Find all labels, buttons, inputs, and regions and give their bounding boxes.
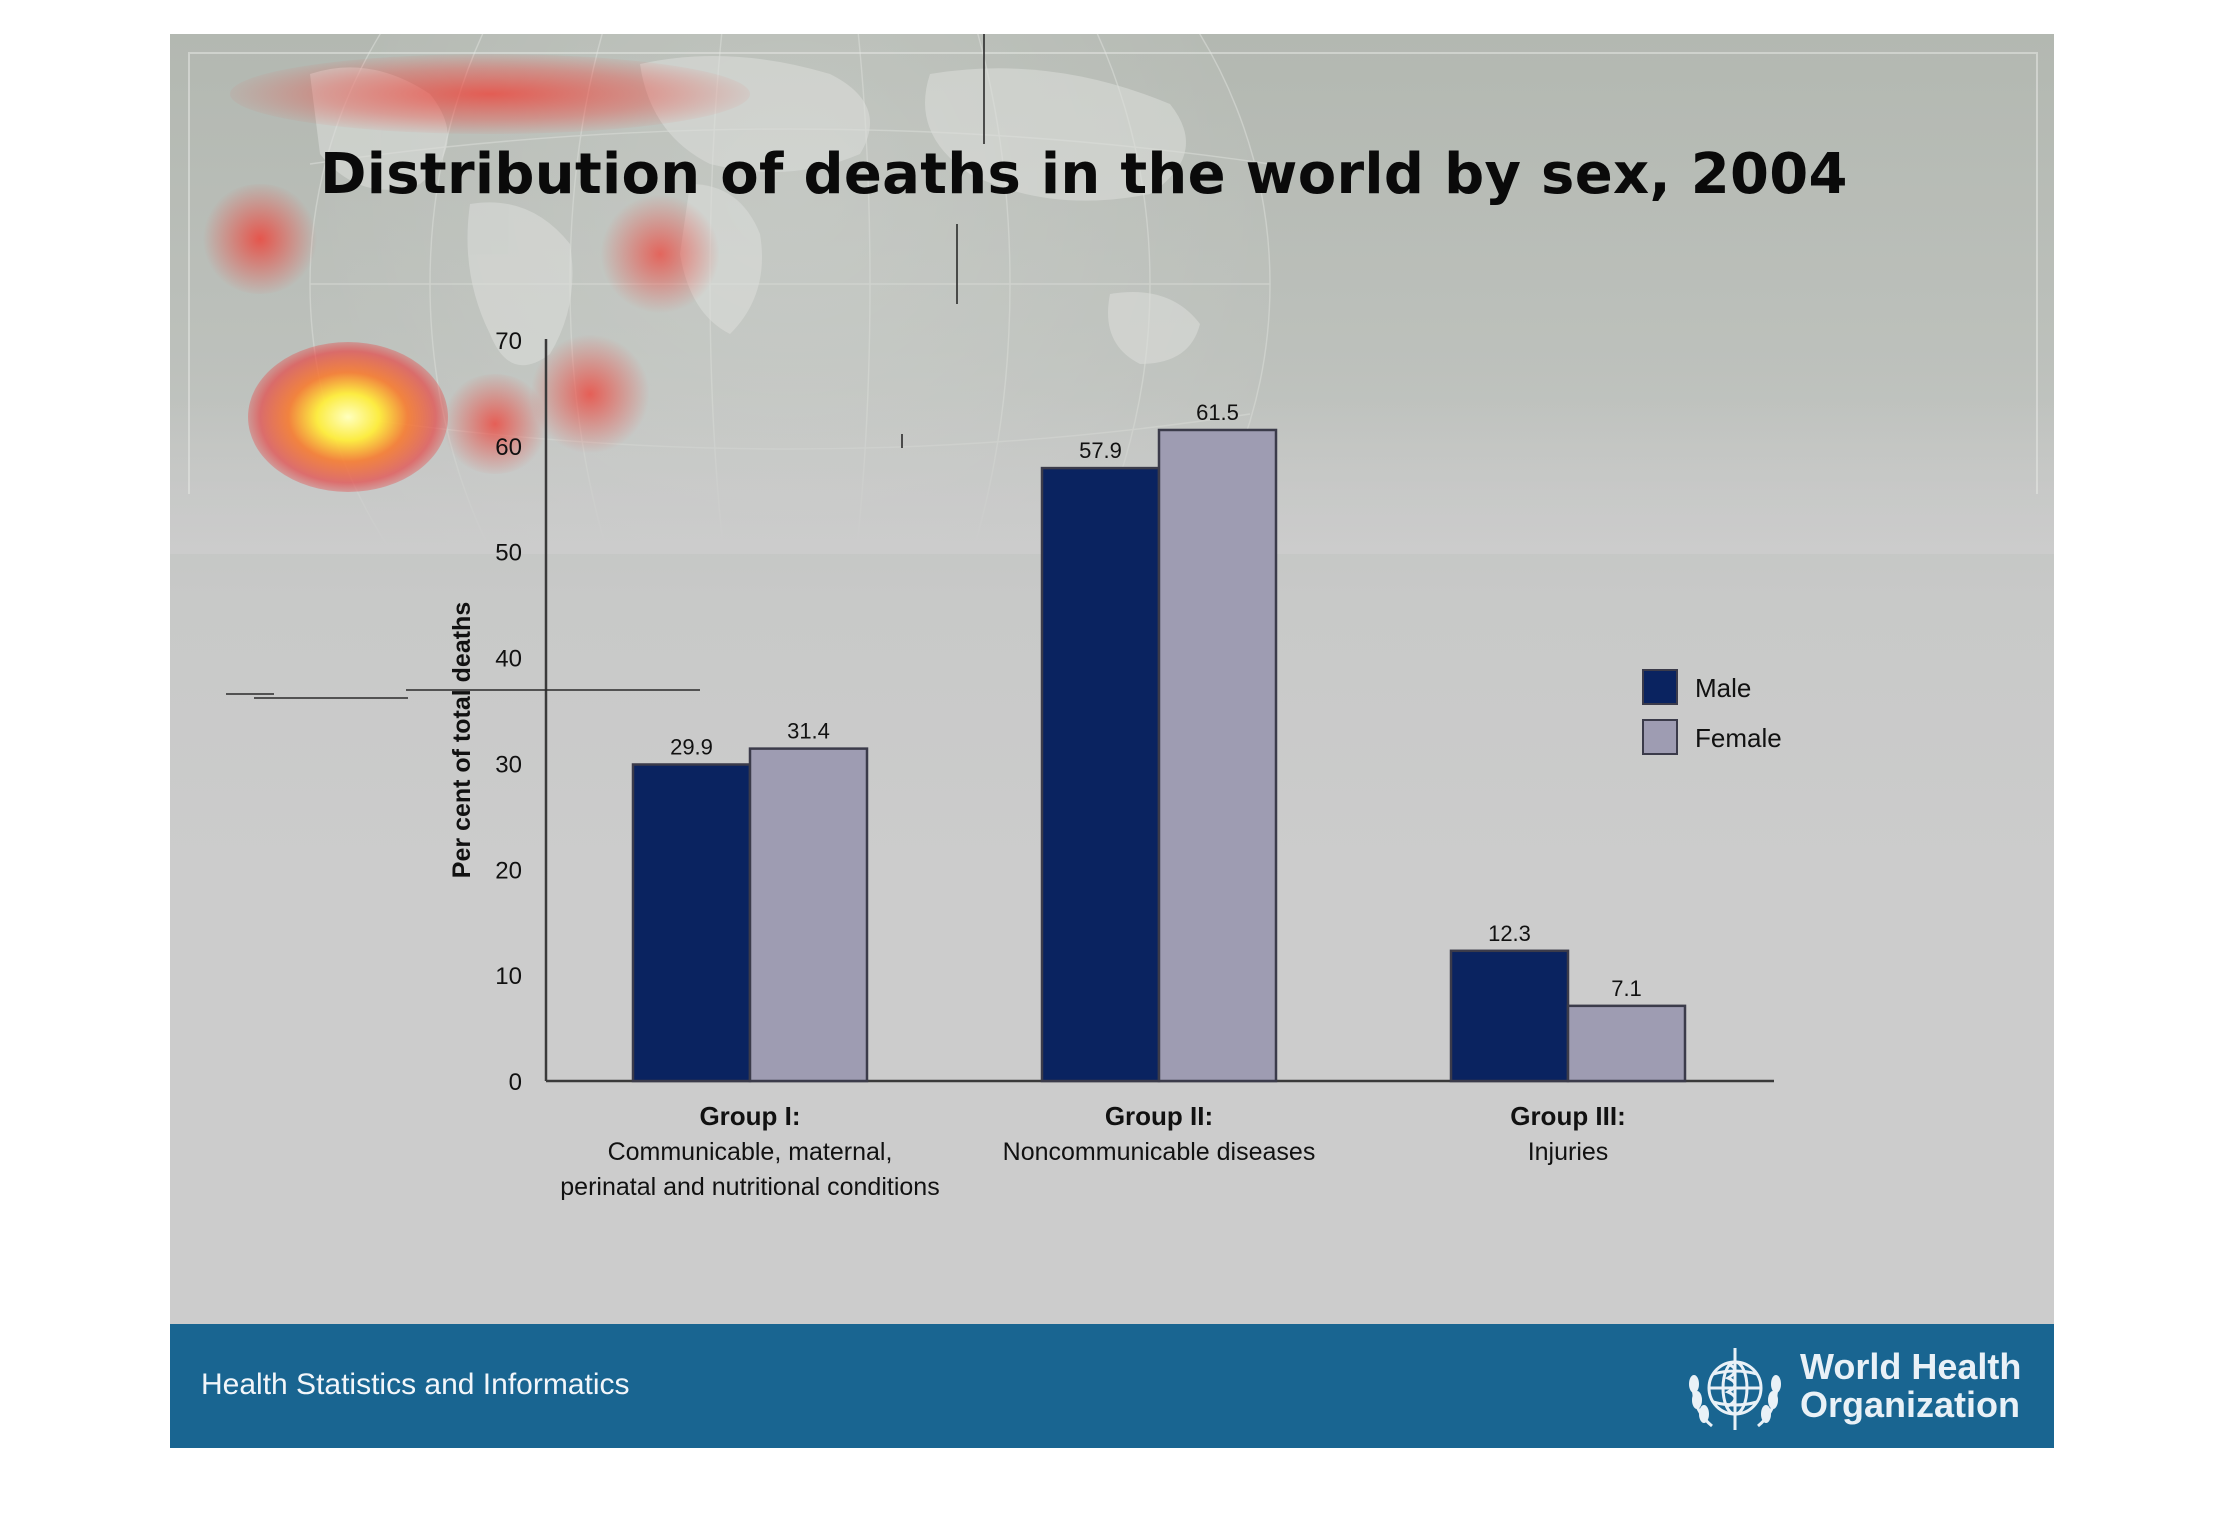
who-logo-text: World Health Organization — [1800, 1346, 2022, 1425]
y-tick-label: 60 — [495, 434, 522, 461]
category-description: Noncommunicable diseases — [1003, 1138, 1316, 1166]
legend-swatch-male — [1642, 669, 1678, 705]
category-description: Injuries — [1528, 1138, 1609, 1166]
bar-chart: 0 10 20 30 40 50 60 70 Per cent of total deaths 2… — [226, 34, 1782, 1201]
footer-label: Health Statistics and Informatics — [201, 1368, 630, 1401]
slide-title: Distribution of deaths in the world by s… — [320, 142, 1848, 207]
data-label: 29.9 — [670, 734, 713, 759]
who-emblem-icon — [1689, 1348, 1781, 1430]
y-axis-title: Per cent of total deaths — [448, 602, 476, 878]
bar-male — [1040, 466, 1161, 1083]
y-tick-label: 20 — [495, 857, 522, 884]
slide: Distribution of deaths in the world by s… — [170, 34, 2054, 1448]
legend-label: Female — [1695, 723, 1782, 753]
y-tick-label: 0 — [509, 1069, 522, 1096]
bar-female — [748, 747, 869, 1083]
data-label: 12.3 — [1488, 921, 1531, 946]
data-label: 61.5 — [1196, 400, 1239, 425]
footer-bar: Health Statistics and Informatics — [170, 1324, 2054, 1448]
data-label: 31.4 — [787, 719, 830, 744]
y-tick-label: 70 — [495, 328, 522, 355]
legend-swatch-female — [1642, 719, 1678, 755]
category-description: Communicable, maternal, — [608, 1138, 893, 1166]
bar-male — [1449, 949, 1570, 1083]
category-label: Group I: — [699, 1101, 800, 1131]
data-label: 7.1 — [1611, 976, 1642, 1001]
category-label: Group II: — [1105, 1101, 1213, 1131]
category-label: Group III: — [1510, 1101, 1626, 1131]
bar-female — [1157, 428, 1278, 1083]
y-tick-label: 40 — [495, 646, 522, 673]
bar-female — [1566, 1004, 1687, 1083]
bar-male — [631, 763, 752, 1083]
header-frame — [188, 52, 2038, 494]
y-tick-label: 10 — [495, 963, 522, 990]
y-tick-label: 30 — [495, 751, 522, 778]
y-tick-label: 50 — [495, 540, 522, 567]
legend-label: Male — [1695, 673, 1751, 703]
category-description: perinatal and nutritional conditions — [560, 1173, 939, 1201]
data-label: 57.9 — [1079, 438, 1122, 463]
